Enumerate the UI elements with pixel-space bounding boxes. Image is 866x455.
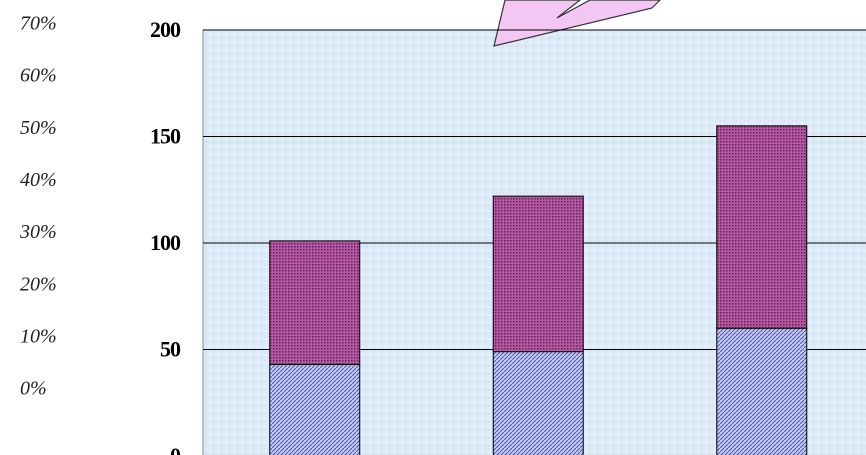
bar-segment bbox=[269, 363, 361, 455]
y2-tick-label: 40% bbox=[20, 169, 57, 191]
y-tick-label: 200 bbox=[150, 17, 181, 42]
y2-tick-label: 10% bbox=[20, 325, 57, 347]
bar-segment bbox=[269, 240, 361, 365]
y2-tick-label: 50% bbox=[20, 117, 57, 139]
y-tick-label: 150 bbox=[150, 124, 181, 149]
y2-tick-label: 0% bbox=[20, 378, 47, 400]
bar-segment bbox=[492, 351, 584, 455]
y-tick-label: 50 bbox=[160, 337, 181, 362]
bar-segment bbox=[492, 195, 584, 353]
bar-segment bbox=[716, 125, 808, 329]
y-tick-label: 0 bbox=[170, 443, 181, 455]
y2-tick-label: 20% bbox=[20, 273, 57, 295]
y2-tick-label: 70% bbox=[20, 13, 57, 35]
y2-tick-label: 60% bbox=[20, 65, 57, 87]
bar-segment bbox=[716, 327, 808, 455]
y2-tick-label: 30% bbox=[19, 221, 57, 243]
callout-shape bbox=[493, 0, 661, 47]
y-tick-label: 100 bbox=[150, 230, 181, 255]
